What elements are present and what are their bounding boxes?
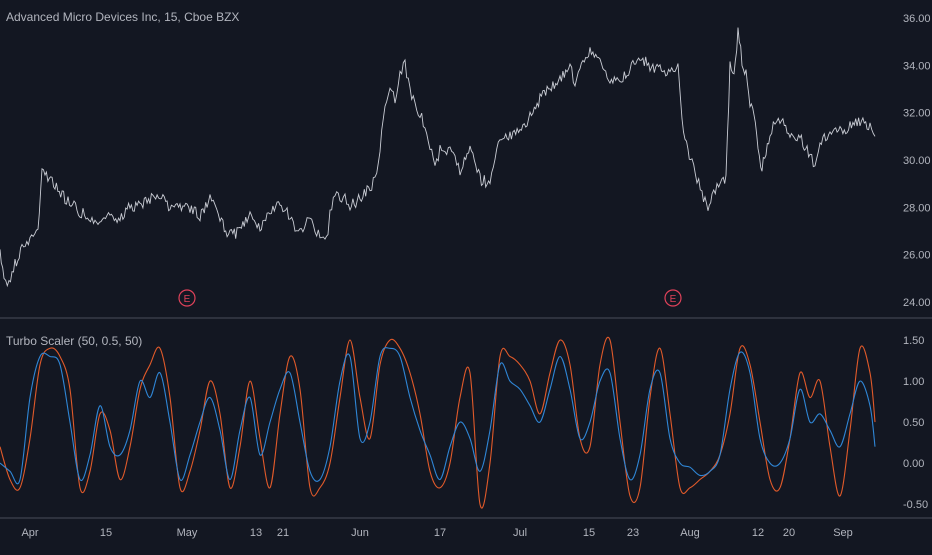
indicator-axis-tick: -0.50 [903,499,928,511]
time-axis-label: Sep [833,527,853,539]
indicator-axis-tick: 0.50 [903,417,924,429]
price-axis-tick: 34.00 [903,60,931,72]
indicator-pane[interactable]: 1.50 1.00 0.50 0.00 -0.50 [0,335,928,511]
time-axis-label: 21 [277,527,289,539]
time-axis-label: 12 [752,527,764,539]
price-series-line [0,27,876,288]
earnings-marker[interactable]: E [178,289,196,307]
price-axis-tick: 30.00 [903,155,931,167]
time-axis-label: 15 [583,527,595,539]
time-axis-label: May [177,527,198,539]
price-axis-tick: 26.00 [903,250,931,262]
indicator-axis-tick: 1.50 [903,335,924,347]
indicator-axis-tick: 1.00 [903,376,924,388]
indicator-pane-title: Turbo Scaler (50, 0.5, 50) [6,334,142,348]
time-axis-label: 20 [783,527,795,539]
price-pane[interactable]: 36.00 34.00 32.00 30.00 28.00 26.00 24.00 E E [0,13,931,309]
time-axis-label: 15 [100,527,112,539]
price-axis-tick: 36.00 [903,13,931,25]
time-axis-label: Jul [513,527,527,539]
time-axis-label: 17 [434,527,446,539]
earnings-marker-label: E [184,294,191,305]
time-axis-label: Aug [680,527,700,539]
time-axis-label: Apr [21,527,38,539]
earnings-marker-circle [664,289,682,307]
earnings-marker-label: E [670,294,677,305]
time-axis-label: Jun [351,527,369,539]
price-axis-tick: 32.00 [903,108,931,120]
time-axis-label: 23 [627,527,639,539]
earnings-marker-circle [178,289,196,307]
time-axis[interactable]: Apr 15 May 13 21 Jun 17 Jul 15 23 Aug 12 20 Sep [21,527,852,539]
price-axis-tick: 28.00 [903,202,931,214]
indicator-axis-tick: 0.00 [903,458,924,470]
indicator-series-blue [0,347,876,485]
earnings-marker[interactable]: E [664,289,682,307]
price-pane-title: Advanced Micro Devices Inc, 15, Cboe BZX [6,10,239,24]
time-axis-label: 13 [250,527,262,539]
price-axis-tick: 24.00 [903,297,931,309]
indicator-series-orange [0,336,876,509]
